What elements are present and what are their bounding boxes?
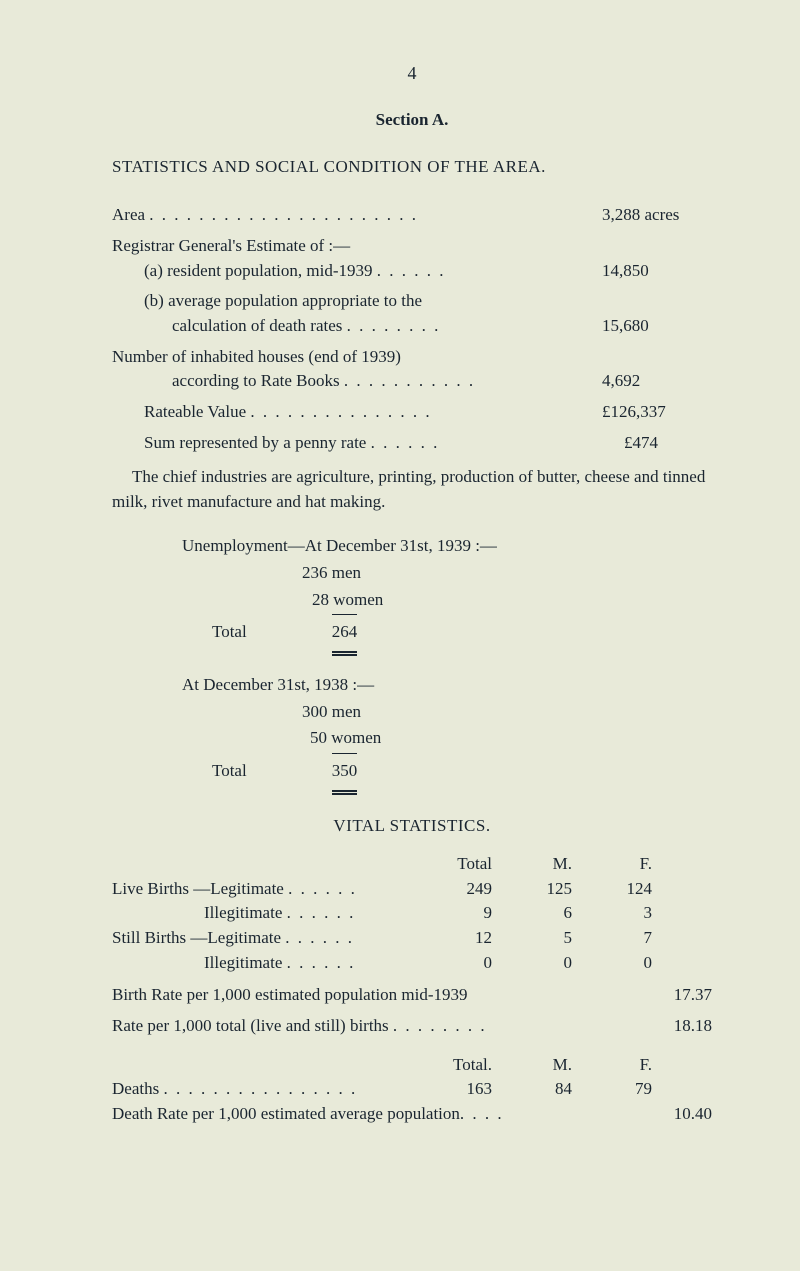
still-births-illegit: Illegitimate . . . . . . 0 0 0 [112, 951, 712, 976]
still-births-illegit-f: 0 [572, 951, 652, 976]
death-header-total: Total. [412, 1053, 492, 1078]
live-births-legit-total: 249 [412, 877, 492, 902]
avg-pop-label1: (b) average population appropriate to th… [112, 289, 712, 314]
still-births-illegit-m: 0 [492, 951, 572, 976]
still-births-legit-f: 7 [572, 926, 652, 951]
men-1938: 300 men [182, 700, 712, 725]
vital-header-m: M. [492, 852, 572, 877]
main-title: STATISTICS AND SOCIAL CONDITION OF THE A… [112, 155, 712, 180]
live-births-legit-label: Live Births —Legitimate . . . . . . [112, 877, 412, 902]
page-number: 4 [112, 60, 712, 86]
rate-per-1000-row: Rate per 1,000 total (live and still) bi… [112, 1014, 712, 1039]
houses-row: according to Rate Books . . . . . . . . … [112, 369, 712, 394]
still-births-legit: Still Births —Legitimate . . . . . . 12 … [112, 926, 712, 951]
live-births-illegit-label: Illegitimate . . . . . . [112, 901, 412, 926]
rateable-label: Rateable Value . . . . . . . . . . . . .… [112, 400, 602, 425]
still-births-legit-label: Still Births —Legitimate . . . . . . [112, 926, 412, 951]
total-1939-value: 264 [332, 620, 358, 647]
live-births-legit-m: 125 [492, 877, 572, 902]
death-rate-row: Death Rate per 1,000 estimated average p… [112, 1102, 712, 1127]
death-headers: Total. M. F. [112, 1053, 712, 1078]
area-row: Area . . . . . . . . . . . . . . . . . .… [112, 203, 712, 228]
resident-pop-label: (a) resident population, mid-1939 . . . … [112, 259, 602, 284]
live-births-illegit-total: 9 [412, 901, 492, 926]
birth-rate-label: Birth Rate per 1,000 estimated populatio… [112, 983, 652, 1008]
avg-pop-label2: calculation of death rates . . . . . . .… [112, 314, 602, 339]
vital-title: VITAL STATISTICS. [112, 814, 712, 839]
live-births-legit: Live Births —Legitimate . . . . . . 249 … [112, 877, 712, 902]
penny-rate-label: Sum represented by a penny rate . . . . … [112, 431, 602, 456]
death-header-m: M. [492, 1053, 572, 1078]
deaths-row: Deaths . . . . . . . . . . . . . . . . 1… [112, 1077, 712, 1102]
registrar-heading: Registrar General's Estimate of :— [112, 234, 712, 259]
resident-pop-row: (a) resident population, mid-1939 . . . … [112, 259, 712, 284]
resident-pop-value: 14,850 [602, 259, 712, 284]
birth-rate-row: Birth Rate per 1,000 estimated populatio… [112, 983, 712, 1008]
deaths-f: 79 [572, 1077, 652, 1102]
vital-header-f: F. [572, 852, 652, 877]
vital-headers: Total M. F. [112, 852, 712, 877]
houses-label1: Number of inhabited houses (end of 1939) [112, 345, 712, 370]
avg-pop-value: 15,680 [602, 314, 712, 339]
total-1938-label: Total [212, 759, 247, 786]
deaths-label: Deaths . . . . . . . . . . . . . . . . [112, 1077, 412, 1102]
rate-per-1000-label: Rate per 1,000 total (live and still) bi… [112, 1014, 652, 1039]
area-value: 3,288 acres [602, 203, 712, 228]
industries-paragraph: The chief industries are agriculture, pr… [112, 465, 712, 514]
houses-value: 4,692 [602, 369, 712, 394]
rate-per-1000-value: 18.18 [652, 1014, 712, 1039]
penny-rate-row: Sum represented by a penny rate . . . . … [112, 431, 712, 456]
live-births-illegit: Illegitimate . . . . . . 9 6 3 [112, 901, 712, 926]
still-births-legit-total: 12 [412, 926, 492, 951]
death-header-f: F. [572, 1053, 652, 1078]
women-1938: 50 women [182, 726, 712, 751]
rateable-row: Rateable Value . . . . . . . . . . . . .… [112, 400, 712, 425]
death-rate-value: 10.40 [652, 1102, 712, 1127]
avg-pop-row: calculation of death rates . . . . . . .… [112, 314, 712, 339]
men-1939: 236 men [182, 561, 712, 586]
still-births-legit-m: 5 [492, 926, 572, 951]
live-births-illegit-m: 6 [492, 901, 572, 926]
live-births-legit-f: 124 [572, 877, 652, 902]
vital-header-total: Total [412, 852, 492, 877]
houses-label2: according to Rate Books . . . . . . . . … [112, 369, 602, 394]
rateable-value: £126,337 [602, 400, 712, 425]
birth-rate-value: 17.37 [652, 983, 712, 1008]
area-label: Area . . . . . . . . . . . . . . . . . .… [112, 203, 602, 228]
total-1939-label: Total [212, 620, 247, 647]
total-1938-value: 350 [332, 759, 358, 786]
still-births-illegit-label: Illegitimate . . . . . . [112, 951, 412, 976]
unemployment-heading-1938: At December 31st, 1938 :— [182, 673, 712, 698]
penny-rate-value: £474 [602, 431, 712, 456]
still-births-illegit-total: 0 [412, 951, 492, 976]
section-label: Section A. [112, 108, 712, 133]
live-births-illegit-f: 3 [572, 901, 652, 926]
deaths-m: 84 [492, 1077, 572, 1102]
unemployment-heading-1939: Unemployment—At December 31st, 1939 :— [182, 534, 712, 559]
death-rate-label: Death Rate per 1,000 estimated average p… [112, 1102, 652, 1127]
women-1939: 28 women [182, 588, 712, 613]
deaths-total: 163 [412, 1077, 492, 1102]
